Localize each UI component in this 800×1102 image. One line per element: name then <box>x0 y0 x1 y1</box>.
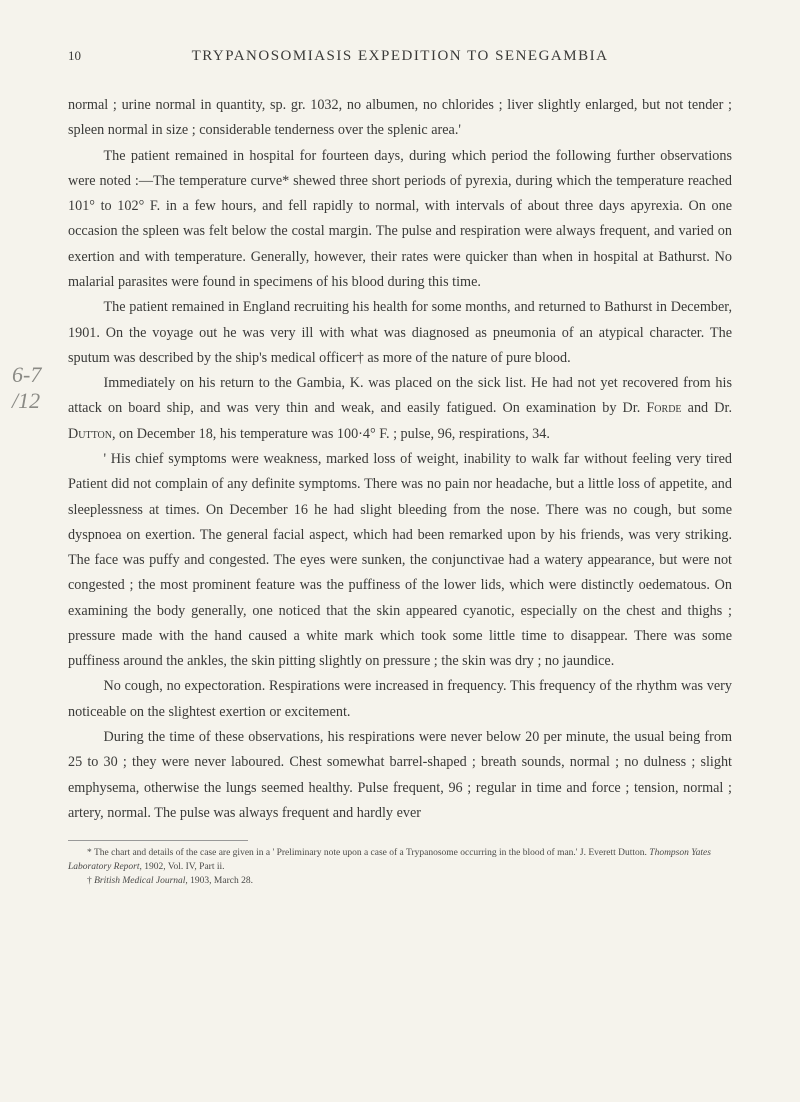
footnotes-block: * The chart and details of the case are … <box>68 847 732 888</box>
paragraph-4-text-b: , on December 18, his temperature was 10… <box>112 426 550 442</box>
margin-note-line-1: 6-7 <box>12 362 41 388</box>
author-name-forde: Forde <box>646 400 681 416</box>
paragraph-1: normal ; urine normal in quantity, sp. g… <box>68 93 732 144</box>
paragraph-7: During the time of these observations, h… <box>68 725 732 826</box>
paragraph-5: ' His chief symptoms were weakness, mark… <box>68 447 732 675</box>
footnote-2-italic: British Medical Journal <box>94 876 185 886</box>
author-name-dutton: Dutton <box>68 426 112 442</box>
paragraph-4-text-a: Immediately on his return to the Gambia,… <box>68 375 732 416</box>
footnote-2: † British Medical Journal, 1903, March 2… <box>68 875 732 889</box>
footnote-1-text-a: * The chart and details of the case are … <box>87 848 649 858</box>
paragraph-4: Immediately on his return to the Gambia,… <box>68 371 732 447</box>
page-number: 10 <box>68 48 81 64</box>
paragraph-2: The patient remained in hospital for fou… <box>68 144 732 296</box>
footnote-separator-rule <box>68 840 248 841</box>
footnote-2-text-b: , 1903, March 28. <box>185 876 253 886</box>
paragraph-3: The patient remained in England recruiti… <box>68 295 732 371</box>
footnote-1-text-b: , 1902, Vol. IV, Part ii. <box>140 862 225 872</box>
paragraph-4-text-mid: and Dr. <box>682 400 732 416</box>
margin-annotation: 6-7 /12 <box>12 362 41 415</box>
running-header: TRYPANOSOMIASIS EXPEDITION TO SENEGAMBIA <box>68 48 732 65</box>
main-text-block: normal ; urine normal in quantity, sp. g… <box>68 93 732 826</box>
margin-note-line-2: /12 <box>12 388 41 414</box>
footnote-1: * The chart and details of the case are … <box>68 847 732 875</box>
paragraph-6: No cough, no expectoration. Respirations… <box>68 674 732 725</box>
